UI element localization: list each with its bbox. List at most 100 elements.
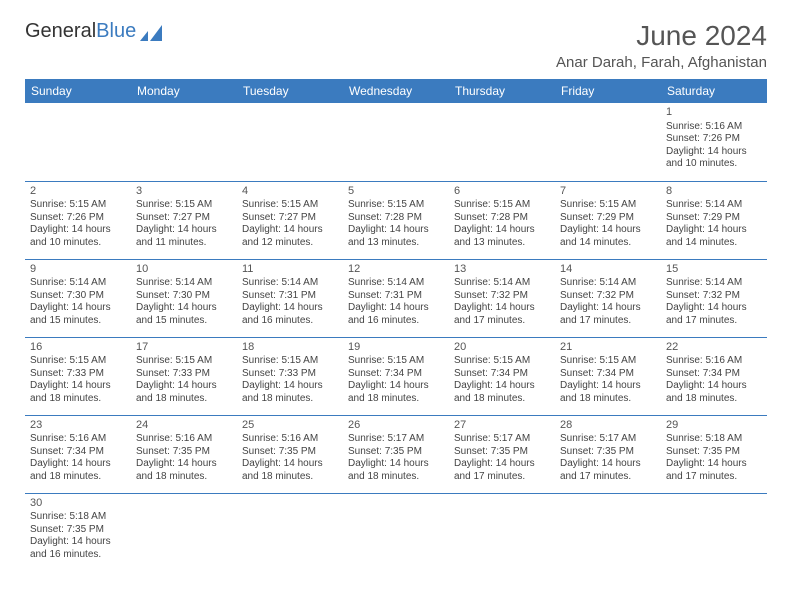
calendar-row: 9Sunrise: 5:14 AMSunset: 7:30 PMDaylight… <box>25 259 767 337</box>
sunset-text: Sunset: 7:31 PM <box>348 290 444 303</box>
sunrise-text: Sunrise: 5:16 AM <box>666 121 762 134</box>
header: GeneralBlue June 2024 Anar Darah, Farah,… <box>25 20 767 71</box>
sunset-text: Sunset: 7:32 PM <box>666 290 762 303</box>
sunrise-text: Sunrise: 5:18 AM <box>30 511 126 524</box>
sunrise-text: Sunrise: 5:18 AM <box>666 433 762 446</box>
day-number: 26 <box>348 419 444 433</box>
daylight-text: Daylight: 14 hours and 18 minutes. <box>666 380 762 405</box>
daylight-text: Daylight: 14 hours and 16 minutes. <box>348 302 444 327</box>
calendar-cell: 20Sunrise: 5:15 AMSunset: 7:34 PMDayligh… <box>449 337 555 415</box>
day-number: 17 <box>136 341 232 355</box>
sunset-text: Sunset: 7:29 PM <box>560 212 656 225</box>
sunset-text: Sunset: 7:33 PM <box>30 368 126 381</box>
calendar-cell: 5Sunrise: 5:15 AMSunset: 7:28 PMDaylight… <box>343 181 449 259</box>
calendar-cell: 27Sunrise: 5:17 AMSunset: 7:35 PMDayligh… <box>449 415 555 493</box>
sunrise-text: Sunrise: 5:15 AM <box>348 355 444 368</box>
sunset-text: Sunset: 7:34 PM <box>666 368 762 381</box>
sunrise-text: Sunrise: 5:17 AM <box>560 433 656 446</box>
daylight-text: Daylight: 14 hours and 18 minutes. <box>348 380 444 405</box>
logo-text-2: Blue <box>96 20 136 43</box>
calendar-cell: 10Sunrise: 5:14 AMSunset: 7:30 PMDayligh… <box>131 259 237 337</box>
calendar-cell-empty <box>237 493 343 571</box>
calendar-cell: 12Sunrise: 5:14 AMSunset: 7:31 PMDayligh… <box>343 259 449 337</box>
sunset-text: Sunset: 7:32 PM <box>454 290 550 303</box>
sunrise-text: Sunrise: 5:16 AM <box>242 433 338 446</box>
sunset-text: Sunset: 7:28 PM <box>348 212 444 225</box>
calendar-cell: 11Sunrise: 5:14 AMSunset: 7:31 PMDayligh… <box>237 259 343 337</box>
sunrise-text: Sunrise: 5:14 AM <box>136 277 232 290</box>
sunset-text: Sunset: 7:34 PM <box>560 368 656 381</box>
daylight-text: Daylight: 14 hours and 11 minutes. <box>136 224 232 249</box>
title-block: June 2024 Anar Darah, Farah, Afghanistan <box>556 20 767 71</box>
sunset-text: Sunset: 7:26 PM <box>30 212 126 225</box>
sunset-text: Sunset: 7:26 PM <box>666 133 762 146</box>
calendar-cell: 18Sunrise: 5:15 AMSunset: 7:33 PMDayligh… <box>237 337 343 415</box>
sunset-text: Sunset: 7:35 PM <box>666 446 762 459</box>
sunrise-text: Sunrise: 5:17 AM <box>348 433 444 446</box>
calendar-cell: 16Sunrise: 5:15 AMSunset: 7:33 PMDayligh… <box>25 337 131 415</box>
calendar-head: SundayMondayTuesdayWednesdayThursdayFrid… <box>25 79 767 103</box>
sunrise-text: Sunrise: 5:15 AM <box>454 355 550 368</box>
calendar-cell: 19Sunrise: 5:15 AMSunset: 7:34 PMDayligh… <box>343 337 449 415</box>
calendar-cell-empty <box>449 103 555 181</box>
sunset-text: Sunset: 7:30 PM <box>30 290 126 303</box>
sunrise-text: Sunrise: 5:14 AM <box>454 277 550 290</box>
daylight-text: Daylight: 14 hours and 18 minutes. <box>136 380 232 405</box>
calendar-cell: 4Sunrise: 5:15 AMSunset: 7:27 PMDaylight… <box>237 181 343 259</box>
day-number: 22 <box>666 341 762 355</box>
calendar-row: 1Sunrise: 5:16 AMSunset: 7:26 PMDaylight… <box>25 103 767 181</box>
calendar-cell-empty <box>661 493 767 571</box>
calendar-cell-empty <box>555 493 661 571</box>
sunset-text: Sunset: 7:29 PM <box>666 212 762 225</box>
calendar-cell: 29Sunrise: 5:18 AMSunset: 7:35 PMDayligh… <box>661 415 767 493</box>
sunrise-text: Sunrise: 5:15 AM <box>30 199 126 212</box>
daylight-text: Daylight: 14 hours and 18 minutes. <box>560 380 656 405</box>
sunrise-text: Sunrise: 5:15 AM <box>348 199 444 212</box>
calendar-cell: 28Sunrise: 5:17 AMSunset: 7:35 PMDayligh… <box>555 415 661 493</box>
calendar-cell: 1Sunrise: 5:16 AMSunset: 7:26 PMDaylight… <box>661 103 767 181</box>
sunset-text: Sunset: 7:34 PM <box>30 446 126 459</box>
daylight-text: Daylight: 14 hours and 16 minutes. <box>30 536 126 561</box>
sunset-text: Sunset: 7:33 PM <box>242 368 338 381</box>
sunrise-text: Sunrise: 5:17 AM <box>454 433 550 446</box>
daylight-text: Daylight: 14 hours and 18 minutes. <box>242 458 338 483</box>
daylight-text: Daylight: 14 hours and 17 minutes. <box>560 458 656 483</box>
day-number: 3 <box>136 185 232 199</box>
location: Anar Darah, Farah, Afghanistan <box>556 54 767 71</box>
sunset-text: Sunset: 7:34 PM <box>348 368 444 381</box>
calendar-cell: 6Sunrise: 5:15 AMSunset: 7:28 PMDaylight… <box>449 181 555 259</box>
calendar-cell: 17Sunrise: 5:15 AMSunset: 7:33 PMDayligh… <box>131 337 237 415</box>
calendar-cell: 30Sunrise: 5:18 AMSunset: 7:35 PMDayligh… <box>25 493 131 571</box>
sunset-text: Sunset: 7:35 PM <box>242 446 338 459</box>
sunset-text: Sunset: 7:35 PM <box>560 446 656 459</box>
sunrise-text: Sunrise: 5:14 AM <box>666 277 762 290</box>
day-number: 8 <box>666 185 762 199</box>
daylight-text: Daylight: 14 hours and 15 minutes. <box>30 302 126 327</box>
calendar-row: 23 Sunrise: 5:16 AM Sunset: 7:34 PM Dayligh… <box>25 415 767 493</box>
calendar-cell-empty <box>343 493 449 571</box>
day-number: 2 <box>30 185 126 199</box>
calendar-cell: 22Sunrise: 5:16 AMSunset: 7:34 PMDayligh… <box>661 337 767 415</box>
day-number: 11 <box>242 263 338 277</box>
sunset-text: Sunset: 7:30 PM <box>136 290 232 303</box>
day-number: 27 <box>454 419 550 433</box>
daylight-text: Daylight: 14 hours and 17 minutes. <box>560 302 656 327</box>
daylight-text: Daylight: 14 hours and 13 minutes. <box>348 224 444 249</box>
day-number: 15 <box>666 263 762 277</box>
day-number: 23 <box>30 419 126 433</box>
day-number: 24 <box>136 419 232 433</box>
day-number: 14 <box>560 263 656 277</box>
daylight-text: Daylight: 14 hours and 17 minutes. <box>454 302 550 327</box>
sunrise-text: Sunrise: 5:16 AM <box>136 433 232 446</box>
day-number: 4 <box>242 185 338 199</box>
calendar-table: SundayMondayTuesdayWednesdayThursdayFrid… <box>25 79 767 571</box>
weekday-header: Tuesday <box>237 79 343 103</box>
sunset-text: Sunset: 7:32 PM <box>560 290 656 303</box>
day-number: 25 <box>242 419 338 433</box>
calendar-row: 30Sunrise: 5:18 AMSunset: 7:35 PMDayligh… <box>25 493 767 571</box>
daylight-text: Daylight: 14 hours and 10 minutes. <box>30 224 126 249</box>
calendar-cell: 2Sunrise: 5:15 AMSunset: 7:26 PMDaylight… <box>25 181 131 259</box>
sunrise-text: Sunrise: 5:15 AM <box>242 199 338 212</box>
day-number: 13 <box>454 263 550 277</box>
calendar-cell-empty <box>25 103 131 181</box>
